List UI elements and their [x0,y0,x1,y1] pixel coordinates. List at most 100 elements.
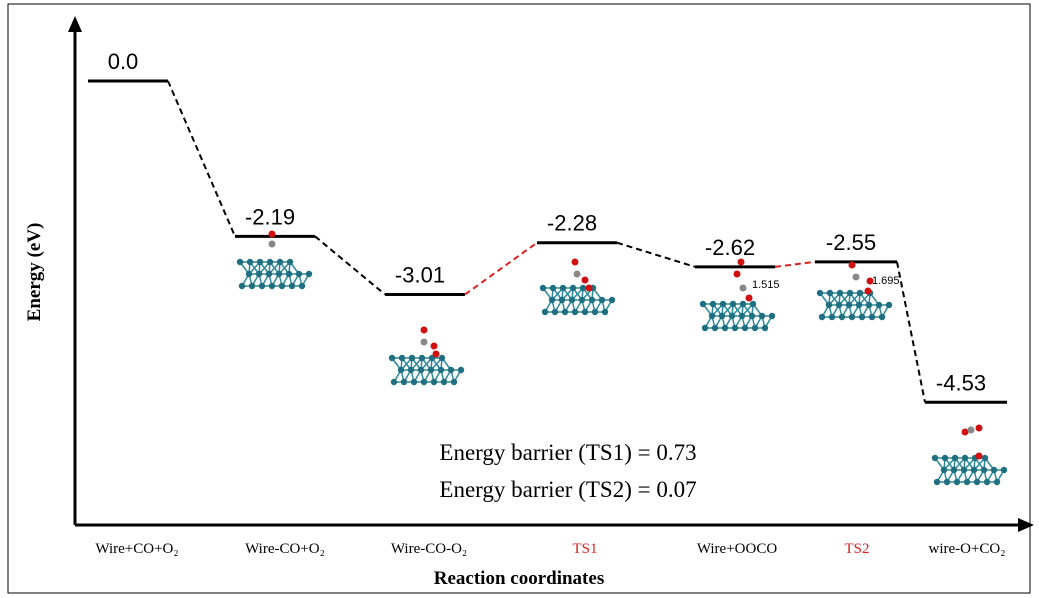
atom [451,379,457,385]
atom [549,297,555,303]
atom [934,479,940,485]
atom [722,325,728,331]
atom [750,301,756,307]
adsorbate [572,259,579,266]
value-label: -4.53 [936,370,986,395]
atom [876,302,882,308]
atom [740,301,746,307]
x-tick-label: TS1 [572,541,597,557]
x-arrow [1018,518,1034,532]
atom [296,271,302,277]
atom [859,314,865,320]
annotation: Energy barrier (TS1) = 0.73 [439,440,696,465]
atom [879,314,885,320]
atom [846,302,852,308]
atom [599,297,605,303]
atom [819,314,825,320]
atom [742,325,748,331]
atom [421,379,427,385]
atom [710,301,716,307]
atom [411,379,417,385]
atom [991,467,997,473]
atom [964,479,970,485]
value-label: -2.19 [245,204,295,229]
atom [857,290,863,296]
x-tick-label: Wire+OOCO [697,541,778,557]
atom [827,290,833,296]
atom [942,455,948,461]
molecule [932,425,1007,486]
adsorbate [865,288,872,295]
adsorbate [433,351,440,358]
atom [994,479,1000,485]
atom [944,479,950,485]
atom [266,271,272,277]
atom [817,290,823,296]
adsorbate [976,453,983,460]
connector [465,243,537,295]
page: Energy (eV) Reaction coordinates Energy … [0,0,1039,598]
molecule [540,259,615,316]
atom [286,271,292,277]
atom [974,479,980,485]
atom [732,325,738,331]
atom [289,283,295,289]
atom [961,467,967,473]
atom [580,285,586,291]
value-label: -2.28 [547,211,597,236]
atom [984,479,990,485]
atom [398,367,404,373]
value-label: 0.0 [108,49,139,74]
atom [720,301,726,307]
atom [408,367,414,373]
atom [951,467,957,473]
atom [730,301,736,307]
adsorbate [269,231,276,238]
x-tick-label: Wire-CO-O₂ [391,541,467,557]
atom [560,285,566,291]
atom [569,297,575,303]
atom [299,283,305,289]
atom [399,355,405,361]
atom [712,325,718,331]
atom [448,367,454,373]
atom [409,355,415,361]
atom [752,325,758,331]
atom [866,302,872,308]
atom [589,297,595,303]
adsorbate [431,343,438,350]
atom [259,283,265,289]
atom [239,283,245,289]
atom [438,367,444,373]
atom [719,313,725,319]
value-label: -2.62 [705,235,755,260]
atom [418,367,424,373]
atom [237,259,243,265]
atom [836,302,842,308]
atom [269,283,275,289]
atom [582,309,588,315]
molecule [700,259,775,332]
atom [826,302,832,308]
atom [439,355,445,361]
bond-length: 1.695 [872,275,900,287]
atom [1001,467,1007,473]
adsorbate [968,427,975,434]
x-tick-label: Wire-CO+O₂ [245,541,325,557]
adsorbate [746,295,753,302]
atom [256,271,262,277]
adsorbate [738,259,745,266]
molecule [237,231,312,290]
chart: Energy (eV) Reaction coordinates Energy … [0,0,1039,598]
x-tick-label: wire-O+CO₂ [928,541,1005,557]
atom [287,259,293,265]
frame [8,4,1030,593]
adsorbate [740,285,747,292]
atom [572,309,578,315]
y-axis-label: Energy (eV) [24,223,45,322]
adsorbate [849,262,856,269]
atom [849,314,855,320]
atom [579,297,585,303]
atom [749,313,755,319]
adsorbate [734,271,741,278]
